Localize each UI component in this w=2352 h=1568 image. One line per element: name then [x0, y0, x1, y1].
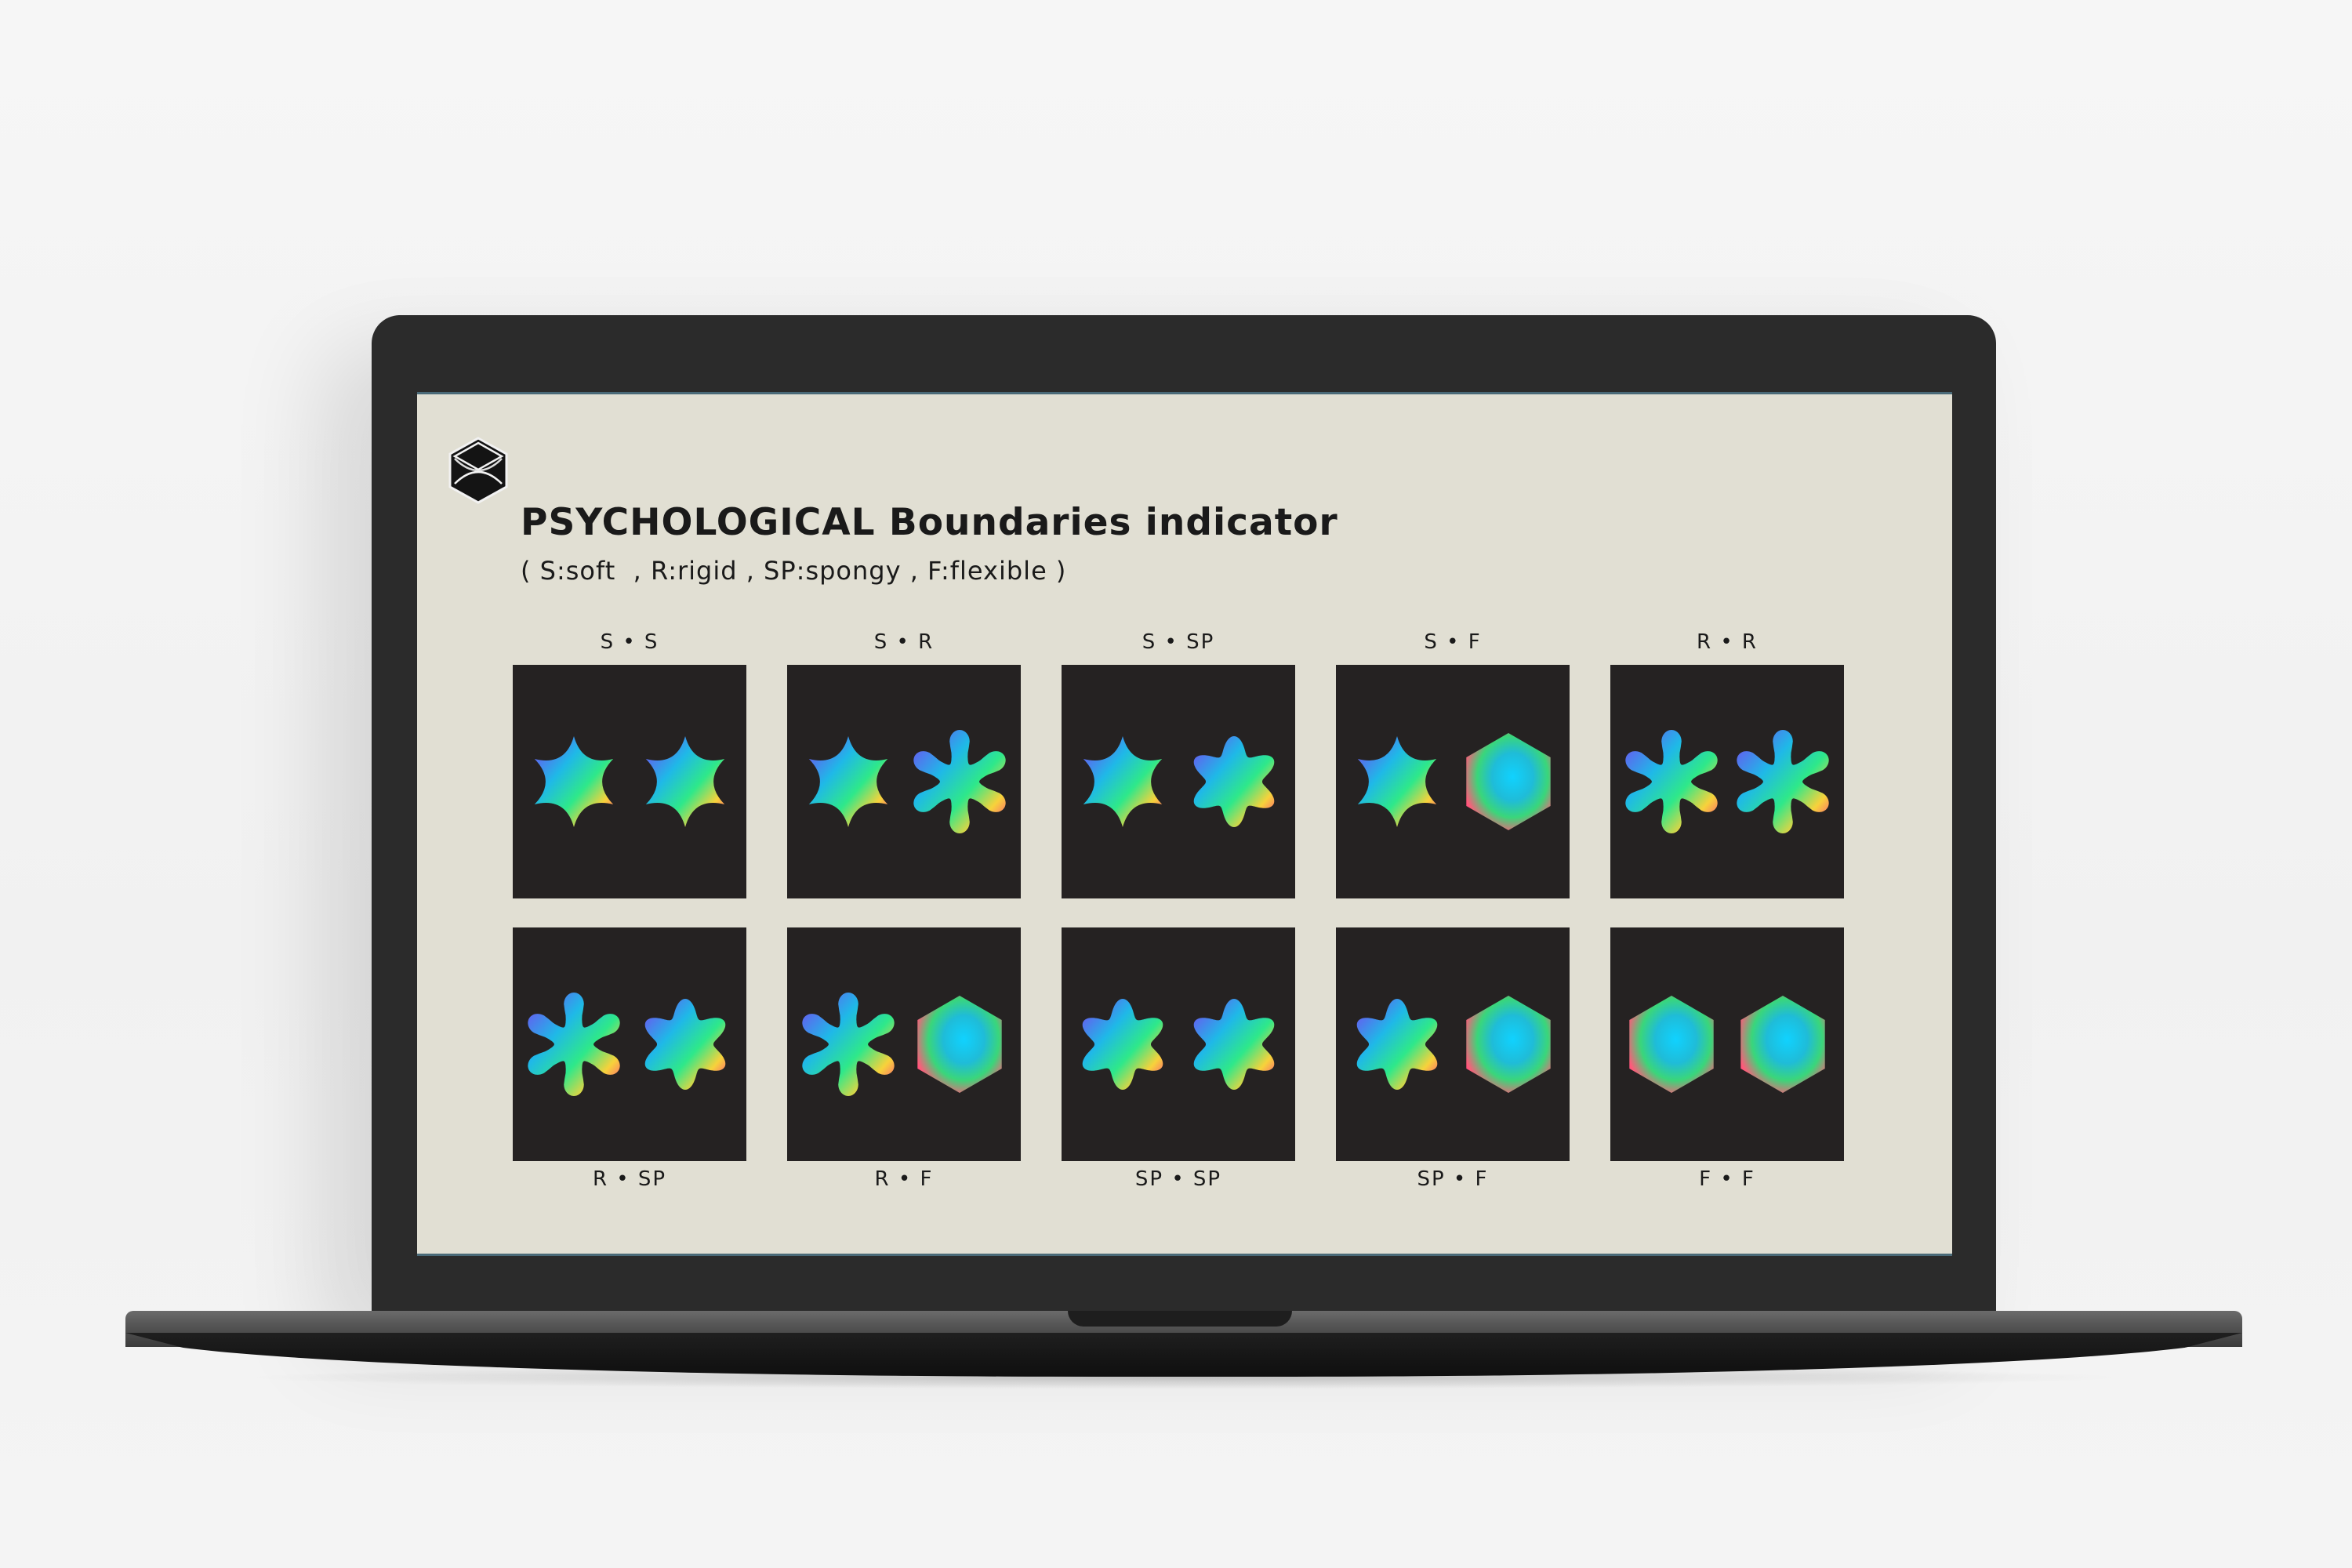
soft-star-icon — [534, 736, 614, 827]
rigid-star-icon — [1625, 730, 1718, 833]
spongy-flower-icon — [1193, 736, 1275, 827]
soft-star-icon — [1083, 736, 1163, 827]
boundary-tile — [1062, 927, 1295, 1161]
hexagon-cube-icon — [447, 437, 510, 504]
flexible-hexagon-icon — [917, 996, 1002, 1093]
soft-star-icon — [808, 736, 888, 827]
boundary-tile — [1610, 927, 1844, 1161]
laptop-notch — [1068, 1311, 1292, 1327]
tile-label: R • F — [874, 1167, 934, 1191]
tile-label: F • F — [1699, 1167, 1755, 1191]
flexible-hexagon-icon — [1466, 733, 1551, 830]
tile-label: R • SP — [592, 1167, 667, 1191]
tile-shapes — [528, 993, 726, 1096]
tile-label: S • SP — [1142, 630, 1215, 654]
laptop-lid: PSYCHOLOGICAL Boundaries indicator ( S:s… — [372, 315, 1996, 1319]
boundary-tile — [1336, 927, 1570, 1161]
boundary-tile — [787, 665, 1021, 898]
flexible-hexagon-icon — [1740, 996, 1825, 1093]
spongy-flower-icon — [1193, 999, 1275, 1090]
tile-label: SP • F — [1417, 1167, 1489, 1191]
flexible-hexagon-icon — [1629, 996, 1714, 1093]
boundary-tile — [513, 665, 746, 898]
tile-label: S • S — [600, 630, 659, 654]
tile-label: S • R — [873, 630, 935, 654]
boundary-tile — [1062, 665, 1295, 898]
rigid-star-icon — [802, 993, 895, 1096]
tile-shapes — [1625, 730, 1829, 833]
tile-shapes — [1082, 999, 1275, 1090]
soft-star-icon — [645, 736, 725, 827]
spongy-flower-icon — [1356, 999, 1438, 1090]
page-title: PSYCHOLOGICAL Boundaries indicator — [521, 501, 1338, 544]
rigid-star-icon — [1737, 730, 1829, 833]
boundary-tile — [513, 927, 746, 1161]
tile-shapes — [1356, 996, 1551, 1093]
soft-star-icon — [1357, 736, 1437, 827]
tile-shapes — [1083, 736, 1275, 827]
spongy-flower-icon — [644, 999, 726, 1090]
boundary-tile — [1336, 665, 1570, 898]
rigid-star-icon — [913, 730, 1006, 833]
laptop-screen: PSYCHOLOGICAL Boundaries indicator ( S:s… — [417, 392, 1952, 1256]
boundary-tile — [1610, 665, 1844, 898]
tile-shapes — [802, 993, 1002, 1096]
legend-subtitle: ( S:soft , R:rigid , SP:spongy , F:flexi… — [521, 556, 1067, 586]
flexible-hexagon-icon — [1466, 996, 1551, 1093]
tile-label: S • F — [1424, 630, 1482, 654]
rigid-star-icon — [528, 993, 620, 1096]
tile-label: R • R — [1697, 630, 1758, 654]
spongy-flower-icon — [1082, 999, 1163, 1090]
tile-shapes — [534, 736, 725, 827]
tile-shapes — [808, 730, 1006, 833]
boundary-tile — [787, 927, 1021, 1161]
tile-shapes — [1357, 733, 1551, 830]
tile-label: SP • SP — [1134, 1167, 1222, 1191]
tile-shapes — [1629, 996, 1825, 1093]
